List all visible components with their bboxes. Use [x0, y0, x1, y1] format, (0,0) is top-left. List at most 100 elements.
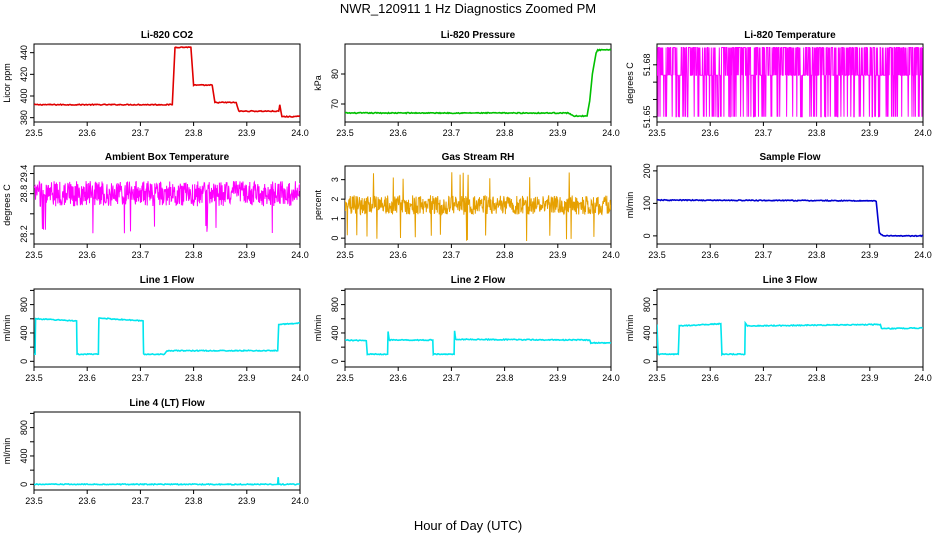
x-tick-label: 23.7 — [443, 128, 461, 138]
y-tick-label: 800 — [642, 297, 652, 312]
y-tick-label: 0 — [330, 236, 340, 241]
y-tick-label: 400 — [19, 325, 29, 340]
x-tick-label: 23.5 — [25, 496, 43, 506]
y-tick-label: 70 — [330, 99, 340, 109]
x-tick-label: 23.6 — [701, 250, 719, 260]
y-axis-label: ml/min — [625, 315, 635, 342]
panel-title: Li-820 Pressure — [441, 30, 516, 41]
y-tick-label: 440 — [19, 45, 29, 60]
panel-title: Gas Stream RH — [442, 152, 515, 163]
x-tick-label: 23.6 — [389, 250, 407, 260]
y-tick-label: 400 — [642, 325, 652, 340]
plot-frame — [344, 43, 612, 123]
y-tick-label: 0 — [19, 359, 29, 364]
y-tick-label: 51.68 — [642, 54, 652, 77]
x-tick-label: 23.8 — [185, 373, 203, 383]
panel-title: Ambient Box Temperature — [105, 152, 230, 163]
x-tick-label: 23.9 — [549, 373, 567, 383]
series-line — [657, 198, 923, 238]
panel-title: Li-820 CO2 — [141, 30, 194, 41]
x-tick-label: 23.7 — [132, 128, 150, 138]
figure-xlabel: Hour of Day (UTC) — [413, 518, 523, 533]
y-tick-label: 400 — [19, 448, 29, 463]
x-tick-label: 23.7 — [443, 373, 461, 383]
panel-4: Gas Stream RH 23.5 23.6 23.7 23.8 23.9 24.0 0 1 2… — [313, 152, 620, 260]
y-tick-label: 0 — [642, 359, 652, 364]
x-tick-label: 23.8 — [496, 128, 514, 138]
x-tick-label: 23.5 — [25, 128, 43, 138]
x-tick-label: 24.0 — [602, 250, 620, 260]
series-line — [345, 172, 611, 242]
series-line — [34, 317, 300, 356]
x-tick-label: 23.5 — [648, 128, 666, 138]
x-tick-label: 24.0 — [914, 373, 932, 383]
series-line — [34, 179, 300, 234]
x-tick-label: 23.8 — [808, 250, 826, 260]
panel-9: Line 4 (LT) Flow 23.5 23.6 23.7 23.8 23.9 24.0… — [2, 398, 309, 506]
x-tick-label: 23.7 — [132, 496, 150, 506]
plot-frame — [33, 411, 301, 491]
series-line — [34, 477, 300, 486]
x-tick-label: 23.9 — [549, 250, 567, 260]
x-tick-label: 24.0 — [291, 250, 309, 260]
x-tick-label: 23.9 — [861, 250, 879, 260]
y-tick-label: 0 — [642, 233, 652, 238]
y-axis-label: percent — [313, 189, 323, 220]
x-tick-label: 23.5 — [336, 250, 354, 260]
plot-frame — [344, 288, 612, 368]
y-axis-label: kPa — [313, 75, 323, 91]
x-tick-label: 23.7 — [755, 128, 773, 138]
x-tick-label: 23.6 — [78, 496, 96, 506]
plot-frame — [656, 43, 924, 123]
y-tick-label: 3 — [330, 177, 340, 182]
y-tick-label: 380 — [19, 110, 29, 125]
y-tick-label: 1 — [330, 216, 340, 221]
y-tick-label: 28.8 — [19, 185, 29, 203]
y-axis-label: degrees C — [625, 62, 635, 104]
y-tick-label: 51.65 — [642, 106, 652, 129]
x-tick-label: 23.6 — [701, 128, 719, 138]
x-tick-label: 23.9 — [238, 373, 256, 383]
x-tick-label: 23.7 — [443, 250, 461, 260]
panel-6: Line 1 Flow 23.5 23.6 23.7 23.8 23.9 24.0 0 400 8… — [2, 275, 309, 383]
x-tick-label: 24.0 — [602, 373, 620, 383]
y-tick-label: 800 — [330, 297, 340, 312]
x-tick-label: 24.0 — [291, 373, 309, 383]
x-tick-label: 23.9 — [238, 128, 256, 138]
series-line — [34, 46, 300, 118]
x-tick-label: 23.5 — [25, 373, 43, 383]
series-line — [345, 330, 611, 357]
plot-frame — [656, 165, 924, 245]
panel-2: Li-820 Temperature 23.5 23.6 23.7 23.8 23.9 24… — [625, 30, 932, 138]
x-tick-label: 23.5 — [336, 373, 354, 383]
x-tick-label: 23.6 — [78, 250, 96, 260]
y-axis-label: ml/min — [625, 192, 635, 219]
x-tick-label: 23.7 — [132, 373, 150, 383]
y-tick-label: 28.2 — [19, 225, 29, 243]
panel-title: Line 3 Flow — [763, 275, 818, 286]
plot-frame — [33, 43, 301, 123]
y-tick-label: 420 — [19, 67, 29, 82]
x-tick-label: 23.5 — [336, 128, 354, 138]
plot-frame — [33, 165, 301, 245]
x-tick-label: 23.9 — [549, 128, 567, 138]
y-axis-label: ml/min — [2, 315, 12, 342]
y-tick-label: 400 — [19, 88, 29, 103]
x-tick-label: 23.5 — [648, 373, 666, 383]
x-tick-label: 23.9 — [861, 128, 879, 138]
panel-title: Line 4 (LT) Flow — [129, 398, 205, 409]
y-axis-label: Licor ppm — [2, 63, 12, 103]
panel-title: Line 1 Flow — [140, 275, 195, 286]
x-tick-label: 24.0 — [291, 496, 309, 506]
x-tick-label: 24.0 — [602, 128, 620, 138]
y-tick-label: 29.4 — [19, 165, 29, 183]
y-tick-label: 400 — [330, 325, 340, 340]
panel-5: Sample Flow 23.5 23.6 23.7 23.8 23.9 24.0 0 100 2… — [625, 152, 932, 260]
x-tick-label: 23.8 — [808, 373, 826, 383]
figure-title: NWR_120911 1 Hz Diagnostics Zoomed PM — [339, 1, 597, 16]
panel-3: Ambient Box Temperature 23.5 23.6 23.7 23.8 2… — [2, 152, 309, 260]
x-tick-label: 23.9 — [238, 496, 256, 506]
y-tick-label: 100 — [642, 196, 652, 211]
x-tick-label: 23.8 — [808, 128, 826, 138]
